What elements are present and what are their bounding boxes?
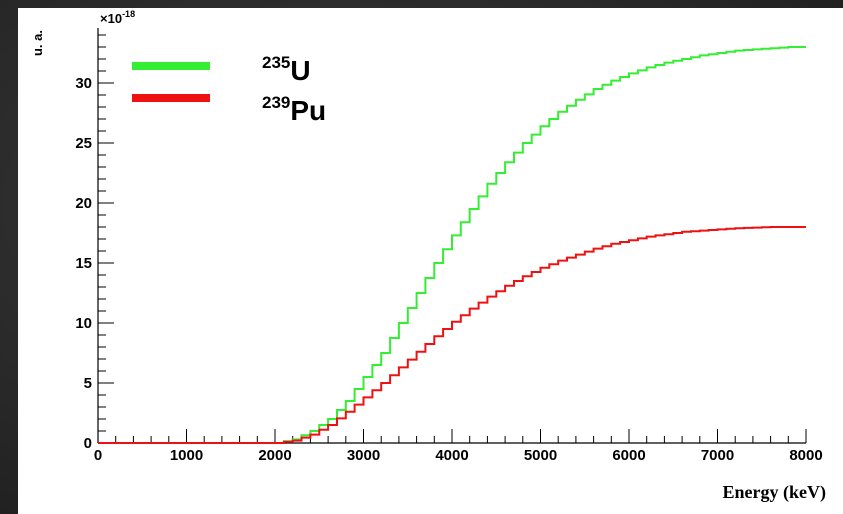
y-tick-label: 0 [84,435,92,452]
x-tick-label: 3000 [347,447,380,464]
x-tick-label: 8000 [789,447,822,464]
y-tick-label: 5 [84,375,92,392]
y-tick-label: 20 [75,195,92,212]
y-multiplier: ×10-18 [100,9,135,26]
plot-panel [18,8,843,514]
series-line-pu [98,226,806,444]
x-tick-label: 7000 [701,447,734,464]
legend-label-pu: 239Pu [262,93,326,126]
x-tick-label: 0 [94,447,102,464]
y-tick-label: 30 [75,75,92,92]
y-tick-label: 10 [75,315,92,332]
y-tick-label: 15 [75,255,92,272]
x-tick-label: 5000 [524,447,557,464]
x-axis-title: Energy (keV) [723,482,826,503]
x-tick-label: 1000 [170,447,203,464]
x-tick-label: 4000 [435,447,468,464]
y-tick-label: 25 [75,135,92,152]
y-axis-title: u. a. [30,30,45,56]
series-line-u [98,46,806,444]
x-tick-label: 6000 [612,447,645,464]
x-tick-label: 2000 [258,447,291,464]
legend-label-u: 235U [262,53,311,86]
